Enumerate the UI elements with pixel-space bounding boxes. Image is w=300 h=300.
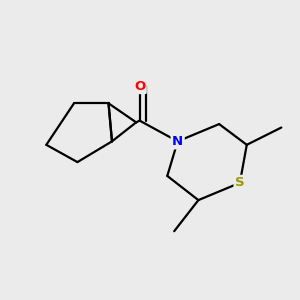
Text: S: S (235, 176, 245, 189)
Text: O: O (134, 80, 145, 93)
Text: N: N (172, 135, 183, 148)
